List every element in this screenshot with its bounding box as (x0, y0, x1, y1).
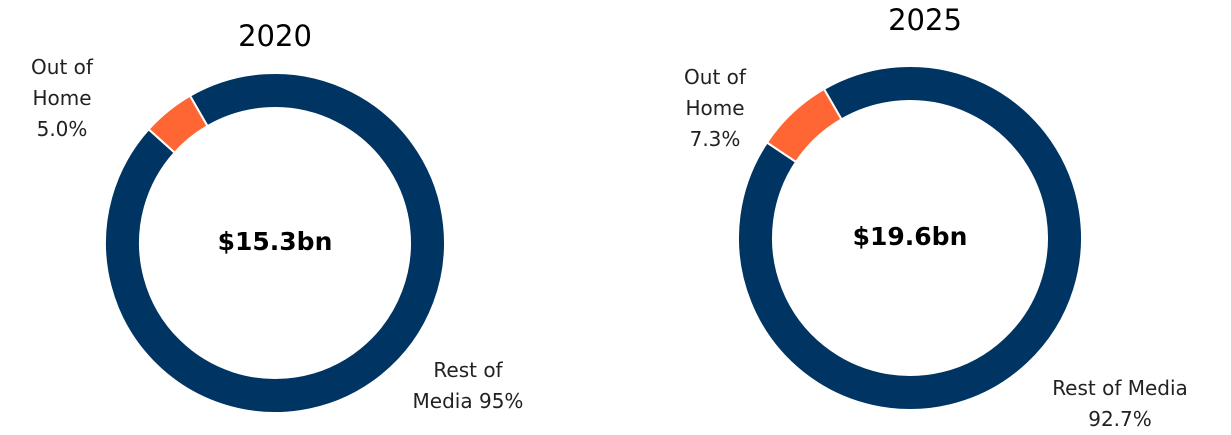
category-label: Rest of Media (1052, 376, 1188, 400)
category-label: Out of Home (31, 55, 93, 110)
donut-slice (765, 87, 843, 164)
slice-label: Out of Home 7.3% (665, 62, 765, 155)
donut-slice (147, 94, 209, 155)
category-label: Out of Home (684, 65, 746, 120)
slice-label: Out of Home 5.0% (12, 52, 112, 145)
donut-slice (737, 65, 1083, 411)
value-label: 95% (478, 389, 524, 413)
value-label: 5.0% (36, 117, 88, 141)
category-label: Rest of Media (412, 358, 503, 413)
center-text: $15.3bn (218, 227, 333, 256)
chart-title: 2025 (888, 3, 962, 37)
slice-label: Rest of Media 92.7% (1030, 373, 1210, 435)
center-text: $19.6bn (853, 222, 968, 251)
donut-slice (104, 72, 446, 414)
value-label: 92.7% (1088, 407, 1152, 431)
slice-label: Rest of Media 95% (403, 355, 533, 417)
chart-title: 2020 (238, 19, 312, 53)
value-label: 7.3% (689, 127, 741, 151)
